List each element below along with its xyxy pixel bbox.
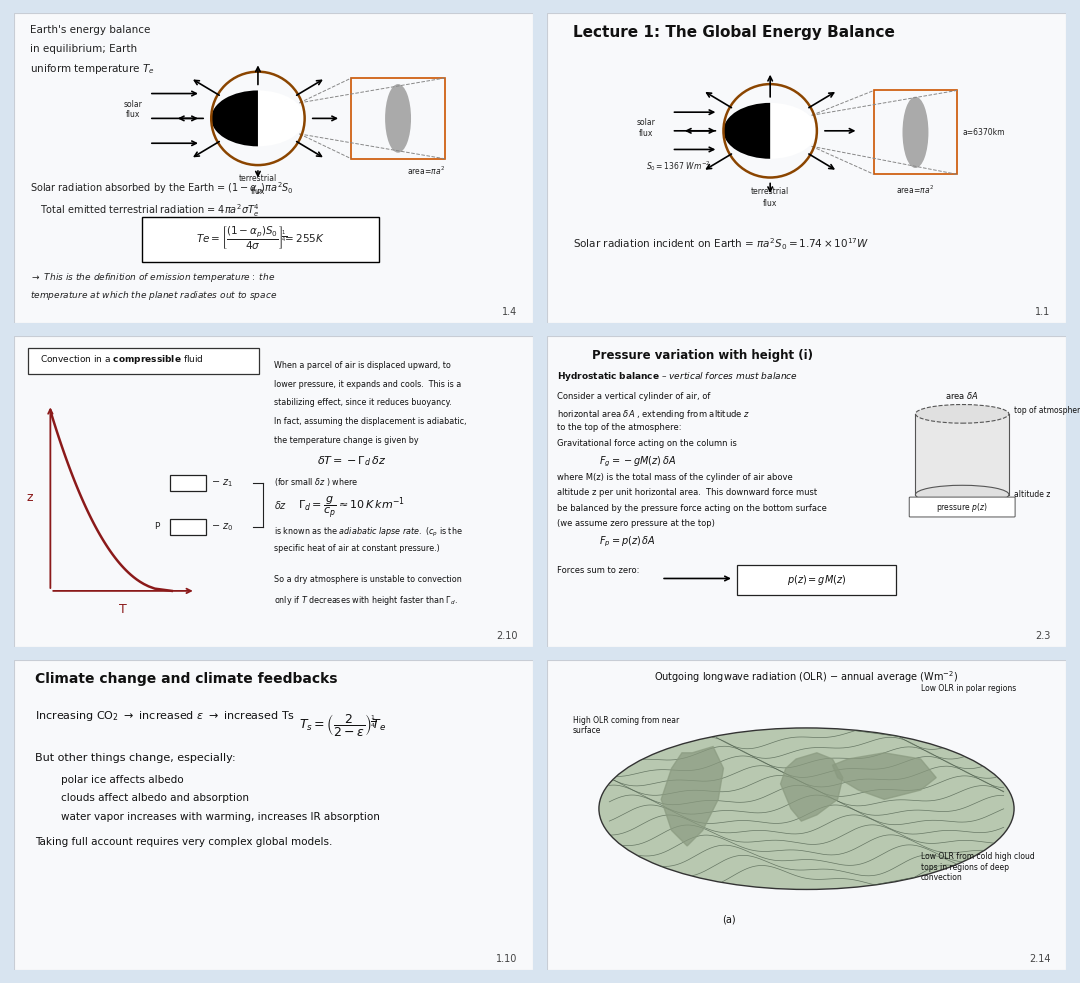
Text: to the top of the atmosphere:: to the top of the atmosphere: [557, 423, 681, 433]
Wedge shape [724, 103, 770, 159]
Text: Lecture 1: The Global Energy Balance: Lecture 1: The Global Energy Balance [573, 26, 895, 40]
Text: is known as the $\it{adiabatic\ lapse\ rate.}$ ($c_p$ is the: is known as the $\it{adiabatic\ lapse\ r… [273, 526, 462, 539]
Text: $\mathbf{Hydrostatic\ balance}$ – vertical forces must balance: $\mathbf{Hydrostatic\ balance}$ – vertic… [557, 371, 798, 383]
Text: altitude z per unit horizontal area.  This downward force must: altitude z per unit horizontal area. Thi… [557, 489, 818, 497]
Text: flux: flux [762, 200, 778, 208]
Text: Taking full account requires very complex global models.: Taking full account requires very comple… [35, 837, 333, 846]
Text: (a): (a) [721, 914, 735, 924]
Text: Gravitational force acting on the column is: Gravitational force acting on the column… [557, 438, 738, 447]
Text: Total emitted terrestrial radiation = $4\pi a^2 \sigma T_e^4$: Total emitted terrestrial radiation = $4… [40, 202, 260, 219]
Text: Consider a vertical cylinder of air, of: Consider a vertical cylinder of air, of [557, 392, 711, 401]
Text: area=$\pi a^2$: area=$\pi a^2$ [896, 184, 934, 196]
Text: lower pressure, it expands and cools.  This is a: lower pressure, it expands and cools. Th… [273, 379, 461, 388]
Text: uniform temperature $T_e$: uniform temperature $T_e$ [29, 63, 154, 77]
Text: top of atmosphere: top of atmosphere [1014, 406, 1080, 415]
Text: where M(z) is the total mass of the cylinder of air above: where M(z) is the total mass of the cyli… [557, 473, 793, 482]
Bar [916, 414, 1009, 494]
Polygon shape [661, 746, 724, 846]
Text: a=6370km: a=6370km [962, 128, 1004, 137]
FancyBboxPatch shape [738, 565, 896, 595]
Bar [874, 90, 957, 174]
Text: Earth's energy balance: Earth's energy balance [29, 26, 150, 35]
Wedge shape [258, 90, 305, 146]
Wedge shape [212, 90, 258, 146]
Text: $-\ z_0$: $-\ z_0$ [212, 521, 233, 533]
Bar [170, 519, 206, 535]
Ellipse shape [599, 728, 1014, 890]
Text: 2.10: 2.10 [496, 631, 517, 641]
Bar [351, 78, 445, 159]
Text: $-\ z_1$: $-\ z_1$ [212, 478, 233, 490]
Text: $F_p= p(z)\,\delta A$: $F_p= p(z)\,\delta A$ [599, 535, 656, 549]
Text: solar
flux: solar flux [636, 118, 656, 138]
Text: Low OLR in polar regions: Low OLR in polar regions [920, 684, 1016, 693]
Text: 2.14: 2.14 [1029, 954, 1051, 964]
Text: altitude z: altitude z [1014, 491, 1051, 499]
FancyBboxPatch shape [909, 497, 1015, 517]
Text: $\delta T = -\Gamma_d\, \delta z$: $\delta T = -\Gamma_d\, \delta z$ [316, 454, 386, 468]
Text: In fact, assuming the displacement is adiabatic,: In fact, assuming the displacement is ad… [273, 417, 465, 426]
Text: pressure $p(z)$: pressure $p(z)$ [936, 500, 988, 513]
Text: flux: flux [251, 187, 265, 196]
Text: (we assume zero pressure at the top): (we assume zero pressure at the top) [557, 519, 715, 529]
Polygon shape [833, 753, 936, 799]
Text: 1.10: 1.10 [496, 954, 517, 964]
Text: (for small $\delta z$ ) where: (for small $\delta z$ ) where [273, 476, 357, 488]
Text: $S_0= 1367\ Wm^{-2}$: $S_0= 1367\ Wm^{-2}$ [646, 159, 710, 173]
Text: be balanced by the pressure force acting on the bottom surface: be balanced by the pressure force acting… [557, 504, 827, 513]
FancyBboxPatch shape [28, 348, 259, 375]
Text: $\rightarrow$ $\it{This\ is\ the\ definition\ of}$ $\mathbf{\it{emission\ temper: $\rightarrow$ $\it{This\ is\ the\ defini… [29, 270, 275, 284]
Text: solar
flux: solar flux [124, 99, 143, 119]
Text: P: P [154, 522, 160, 532]
Text: Forces sum to zero:: Forces sum to zero: [557, 566, 639, 575]
Ellipse shape [386, 85, 411, 152]
Text: in equilibrium; Earth: in equilibrium; Earth [29, 44, 137, 54]
Text: Solar radiation absorbed by the Earth = $(1 - \alpha_p)\pi a^2 S_0$: Solar radiation absorbed by the Earth = … [29, 181, 294, 197]
Text: terrestrial: terrestrial [239, 174, 278, 183]
Text: 1.4: 1.4 [502, 308, 517, 318]
Text: the temperature change is given by: the temperature change is given by [273, 435, 418, 444]
Text: Climate change and climate feedbacks: Climate change and climate feedbacks [35, 672, 337, 686]
Text: $p(z) = gM(z)$: $p(z) = gM(z)$ [787, 573, 847, 587]
Text: $T_s = \left(\dfrac{2}{2-\varepsilon}\right)^{\!\frac{1}{4}}\!\! T_e$: $T_s = \left(\dfrac{2}{2-\varepsilon}\ri… [299, 713, 387, 738]
Text: horizontal area $\delta A$ , extending from altitude $z$: horizontal area $\delta A$ , extending f… [557, 408, 751, 421]
Ellipse shape [916, 405, 1009, 423]
Text: High OLR coming from near
surface: High OLR coming from near surface [573, 716, 679, 735]
Text: Low OLR from cold high cloud
tops in regions of deep
convection: Low OLR from cold high cloud tops in reg… [920, 852, 1035, 882]
Text: When a parcel of air is displaced upward, to: When a parcel of air is displaced upward… [273, 361, 450, 370]
Text: z: z [26, 492, 32, 504]
Text: polar ice affects albedo: polar ice affects albedo [60, 775, 184, 784]
Text: $\delta z$: $\delta z$ [273, 499, 287, 511]
Polygon shape [781, 753, 842, 821]
Bar [170, 475, 206, 492]
Text: terrestrial: terrestrial [751, 187, 789, 196]
Text: $\it{temperature\ at\ which\ the\ planet\ radiates\ out\ to\ space}$: $\it{temperature\ at\ which\ the\ planet… [29, 289, 276, 302]
Text: $F_g = -gM(z)\,\delta A$: $F_g = -gM(z)\,\delta A$ [599, 454, 676, 469]
Text: only if $T$ decreases with height faster than $\Gamma_d$.: only if $T$ decreases with height faster… [273, 594, 457, 607]
Text: Increasing CO$_2$ $\rightarrow$ increased $\varepsilon$ $\rightarrow$ increased : Increasing CO$_2$ $\rightarrow$ increase… [35, 710, 295, 723]
Ellipse shape [916, 486, 1009, 504]
Wedge shape [770, 103, 816, 159]
Text: area $\delta A$: area $\delta A$ [945, 390, 980, 401]
Text: Outgoing longwave radiation (OLR) $-$ annual average (Wm$^{-2}$): Outgoing longwave radiation (OLR) $-$ an… [654, 668, 958, 685]
Text: area=$\pi a^2$: area=$\pi a^2$ [407, 165, 445, 177]
Text: Convection in a $\mathbf{compressible}$ fluid: Convection in a $\mathbf{compressible}$ … [40, 353, 204, 366]
Text: $Te = \left[\dfrac{(1-\alpha_p)S_0}{4\sigma}\right]^{\!\frac{1}{4}}\!\! = 255K$: $Te = \left[\dfrac{(1-\alpha_p)S_0}{4\si… [197, 224, 325, 252]
Text: stabilizing effect, since it reduces buoyancy.: stabilizing effect, since it reduces buo… [273, 398, 451, 407]
Text: clouds affect albedo and absorption: clouds affect albedo and absorption [60, 793, 248, 803]
Text: $\Gamma_d = \dfrac{g}{c_p} \approx 10\, K\,km^{-1}$: $\Gamma_d = \dfrac{g}{c_p} \approx 10\, … [298, 494, 405, 520]
Ellipse shape [903, 96, 929, 168]
Text: 2.3: 2.3 [1035, 631, 1051, 641]
Text: So a dry atmosphere is unstable to convection: So a dry atmosphere is unstable to conve… [273, 575, 461, 584]
Text: T: T [119, 603, 126, 616]
Text: But other things change, especially:: But other things change, especially: [35, 753, 235, 763]
Text: Pressure variation with height (i): Pressure variation with height (i) [592, 349, 813, 362]
Text: water vapor increases with warming, increases IR absorption: water vapor increases with warming, incr… [60, 812, 379, 822]
FancyBboxPatch shape [143, 217, 379, 262]
Text: Solar radiation incident on Earth = $\pi a^2 S_0 = 1.74 \times 10^{17}W$: Solar radiation incident on Earth = $\pi… [573, 237, 869, 252]
Text: specific heat of air at constant pressure.): specific heat of air at constant pressur… [273, 545, 440, 553]
Text: 1.1: 1.1 [1035, 308, 1051, 318]
